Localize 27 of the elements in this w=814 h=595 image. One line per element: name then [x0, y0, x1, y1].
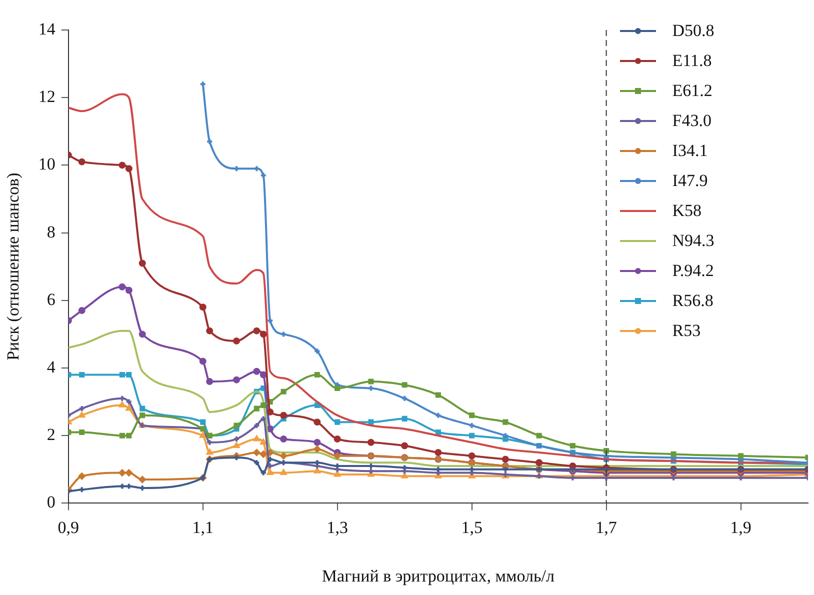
x-tick-label: 0,9	[58, 518, 80, 537]
x-tick-label: 1,9	[730, 518, 752, 537]
legend-label: I47.9	[672, 171, 708, 191]
legend-label: E61.2	[672, 81, 712, 101]
legend-label: E11.8	[672, 51, 712, 71]
legend-label: N94.3	[672, 231, 714, 251]
legend-label: D50.8	[672, 21, 714, 41]
y-axis-title: Риск (отношение шансов)	[4, 172, 23, 360]
y-tick-label: 2	[46, 425, 56, 444]
y-tick-label: 4	[46, 357, 56, 376]
x-tick-label: 1,3	[326, 518, 348, 537]
legend-label: I34.1	[672, 141, 708, 161]
x-tick-label: 1,1	[192, 518, 214, 537]
y-tick-label: 12	[38, 87, 56, 106]
y-tick-label: 6	[46, 290, 56, 309]
legend-label: F43.0	[672, 111, 712, 131]
y-tick-label: 8	[46, 222, 56, 242]
y-tick-label: 10	[38, 154, 56, 174]
y-tick-label: 0	[46, 492, 56, 512]
legend-label: R53	[672, 321, 701, 341]
x-axis-title: Магний в эритроцитах, ммоль/л	[322, 566, 556, 586]
legend-label: R56.8	[672, 291, 714, 311]
x-tick-label: 1,7	[596, 518, 618, 537]
legend-label: K58	[672, 201, 702, 221]
y-tick-label: 14	[38, 19, 56, 38]
x-tick-label: 1,5	[461, 518, 482, 537]
legend-label: P.94.2	[672, 261, 714, 281]
